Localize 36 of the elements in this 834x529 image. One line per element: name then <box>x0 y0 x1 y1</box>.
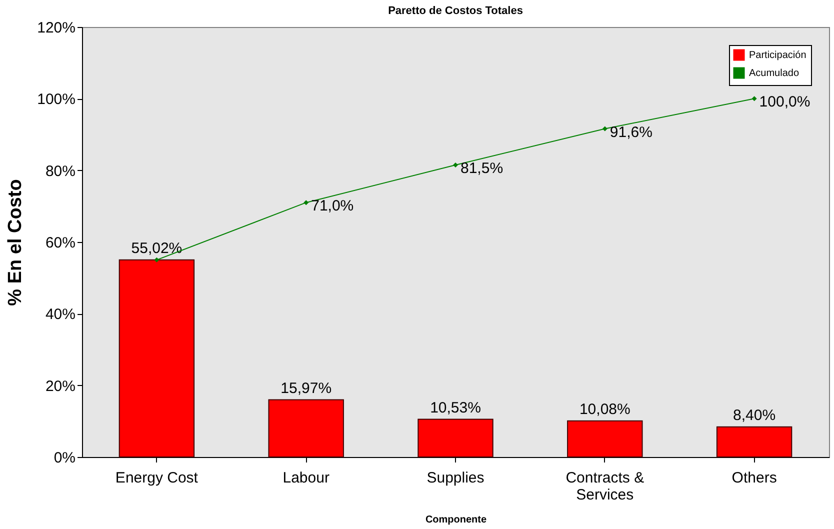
data-label: 15,97% <box>280 380 332 397</box>
y-tick-label: 40% <box>45 306 76 324</box>
x-tick-label: Contracts & Services <box>566 470 644 504</box>
data-label: 91,6% <box>610 124 652 141</box>
data-label: 71,0% <box>311 198 354 215</box>
chart-title: Paretto de Costos Totales <box>388 5 523 17</box>
bar <box>118 259 195 458</box>
y-axis-title: % En el Costo <box>5 179 26 306</box>
x-axis-title: Componente <box>425 514 487 526</box>
x-tick-label: Labour <box>282 470 330 486</box>
y-tick-label: 20% <box>45 378 76 395</box>
y-tick-label: 60% <box>45 234 76 252</box>
bar <box>567 420 643 458</box>
x-tick-label: Others <box>732 470 777 486</box>
data-label: 10,53% <box>430 399 481 416</box>
point <box>154 257 160 262</box>
bar <box>268 399 344 458</box>
legend-label: Participación <box>749 50 806 61</box>
x-tick-label: Supplies <box>426 470 484 486</box>
y-tick-label: 0% <box>54 450 76 466</box>
legend-label: Acumulado <box>749 68 800 79</box>
bar <box>418 418 494 458</box>
point <box>752 96 757 102</box>
data-label: 55,02% <box>131 240 182 257</box>
y-tick-label: 80% <box>45 162 76 180</box>
y-tick-label: 100% <box>37 91 76 108</box>
y-tick-label: 120% <box>37 20 76 36</box>
data-label: 10,08% <box>579 400 630 418</box>
data-label: 8,40% <box>733 406 776 424</box>
point <box>304 200 309 206</box>
data-label: 100,0% <box>759 94 810 111</box>
x-tick-label: Energy Cost <box>115 470 199 486</box>
point <box>602 126 608 132</box>
point <box>453 162 458 168</box>
bar <box>716 426 792 458</box>
data-label: 81,5% <box>460 160 504 177</box>
